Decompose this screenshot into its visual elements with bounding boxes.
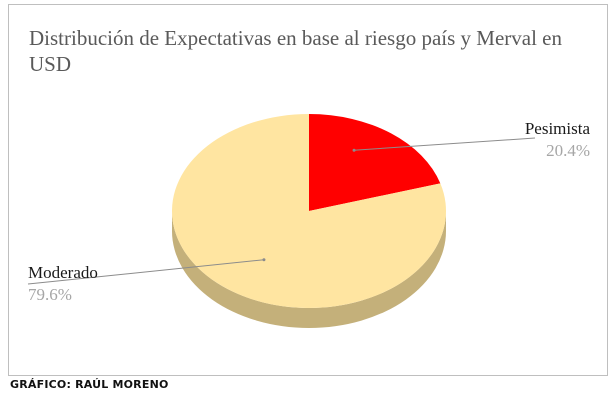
leader-dot-pesimista (352, 148, 356, 152)
chart-title: Distribución de Expectativas en base al … (29, 26, 562, 76)
leader-dot-moderado (262, 258, 266, 262)
label-layer: Pesimista 20.4% Moderado 79.6% (27, 119, 591, 304)
leader-line-moderado (27, 259, 264, 285)
pie-slice-pesimista (309, 114, 441, 211)
chart-credit: GRÁFICO: RAÚL MORENO (10, 378, 169, 391)
slice-label-value: 79.6% (28, 285, 72, 304)
pie-side-moderado (172, 211, 446, 328)
slice-label-value: 20.4% (546, 141, 590, 160)
slice-label-name: Pesimista (525, 119, 591, 138)
pie-layer (171, 114, 446, 328)
slice-label-name: Moderado (28, 263, 98, 282)
leader-line-pesimista (354, 137, 536, 151)
pie-slice-moderado (171, 114, 446, 308)
